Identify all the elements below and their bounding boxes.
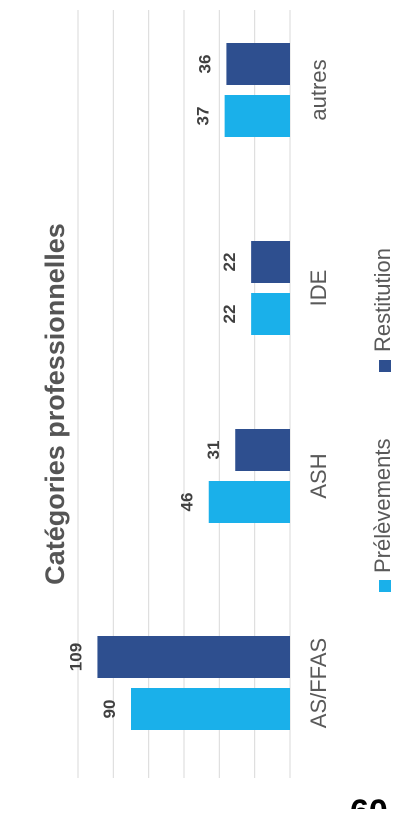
page-number-fragment: 60 (350, 793, 388, 809)
bar-prelevements-autres (224, 95, 290, 137)
chart-title: Catégories professionnelles (40, 223, 70, 585)
legend-swatch-restitution (379, 360, 391, 372)
bars (97, 43, 290, 730)
bar-prelevements-ide (251, 293, 290, 335)
legend-swatch-prelevements (379, 580, 391, 592)
bar-restitution-autres (226, 43, 290, 85)
data-label: 109 (66, 643, 85, 671)
bar-prelevements-ash (208, 481, 290, 523)
bar-restitution-ide (251, 241, 290, 283)
data-label: 22 (220, 253, 239, 272)
bar-prelevements-as-ffas (131, 688, 290, 730)
data-label: 36 (195, 55, 214, 74)
category-label: AS/FFAS (306, 638, 331, 728)
bar-restitution-as-ffas (97, 636, 290, 678)
data-label: 90 (100, 700, 119, 719)
data-labels: 90 46 22 37 109 31 22 36 (66, 55, 239, 719)
data-label: 22 (220, 305, 239, 324)
legend-label-prelevements: Prélèvements (370, 438, 395, 573)
legend: Prélèvements Restitution (370, 248, 395, 592)
legend-label-restitution: Restitution (370, 248, 395, 352)
data-label: 46 (178, 493, 197, 512)
category-label: ASH (306, 453, 331, 498)
category-labels: AS/FFAS ASH IDE autres (306, 59, 331, 728)
gridlines (77, 10, 291, 778)
data-label: 31 (204, 441, 223, 460)
category-label: IDE (306, 270, 331, 307)
bar-restitution-ash (235, 429, 290, 471)
category-label: autres (306, 59, 331, 120)
data-label: 37 (194, 107, 213, 126)
